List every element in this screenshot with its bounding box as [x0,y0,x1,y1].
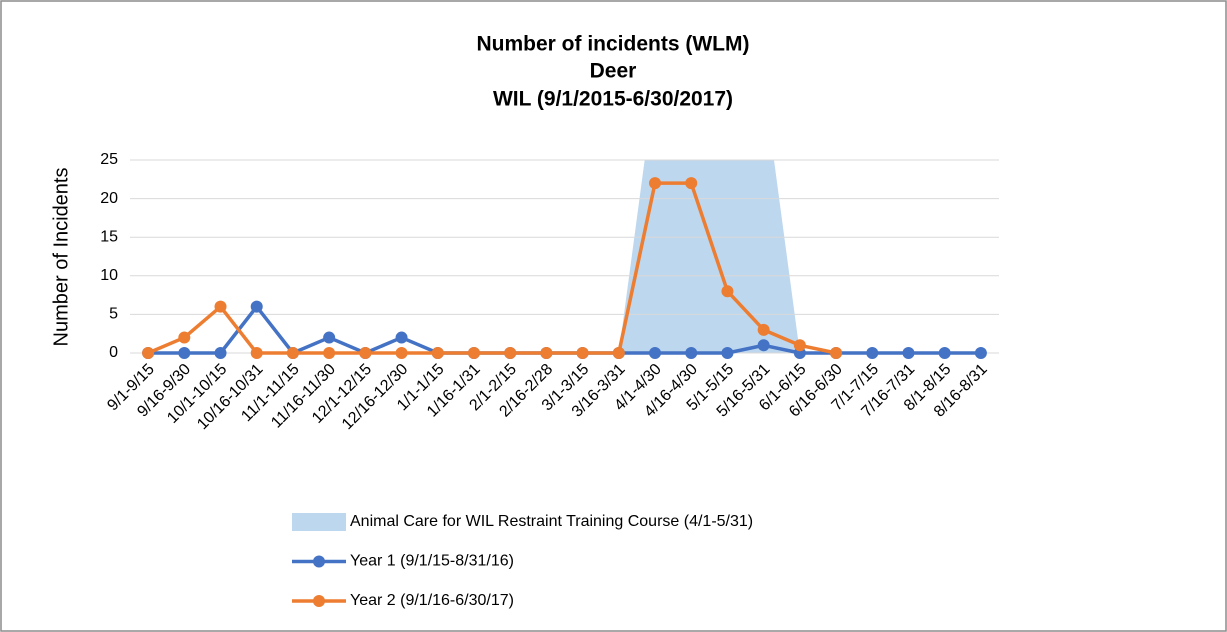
marker [142,347,155,359]
marker [467,347,480,359]
chart-title: Deer [590,60,637,83]
y-axis-label: Number of Incidents [50,168,72,347]
marker [395,331,408,344]
marker [938,347,951,359]
y-tick-label: 25 [100,151,118,168]
marker [576,347,589,359]
marker [974,347,987,359]
marker [286,347,299,359]
marker [757,339,770,352]
y-tick-label: 15 [100,228,118,245]
marker [504,347,517,359]
legend-label: Year 2 (9/1/16-6/30/17) [350,592,514,609]
marker [830,347,843,359]
chart-title: WIL (9/1/2015-6/30/2017) [493,88,733,111]
y-tick-label: 20 [100,190,118,207]
marker [359,347,372,359]
marker [685,347,698,359]
marker [612,347,625,359]
marker [323,347,336,359]
marker [721,285,734,298]
y-tick-label: 0 [109,344,118,361]
marker [649,347,662,359]
marker [540,347,553,359]
y-tick-label: 10 [100,267,118,284]
marker [649,177,662,190]
marker [902,347,915,359]
marker [721,347,734,359]
marker [178,347,191,359]
marker [431,347,444,359]
marker [214,300,227,313]
marker [685,177,698,190]
legend-label: Year 1 (9/1/15-8/31/16) [350,553,514,570]
marker [793,339,806,352]
legend-marker [313,595,325,607]
legend-label: Animal Care for WIL Restraint Training C… [350,513,753,530]
marker [250,300,263,313]
area [618,160,800,353]
marker [323,331,336,344]
marker [395,347,408,359]
marker [214,347,227,359]
line [147,181,837,355]
y-tick-label: 5 [109,306,118,323]
legend-swatch [292,513,346,531]
chart-title: Number of incidents (WLM) [477,33,750,56]
marker [178,331,191,344]
marker [250,347,263,359]
marker [866,347,879,359]
marker [757,323,770,336]
legend-marker [313,555,325,568]
